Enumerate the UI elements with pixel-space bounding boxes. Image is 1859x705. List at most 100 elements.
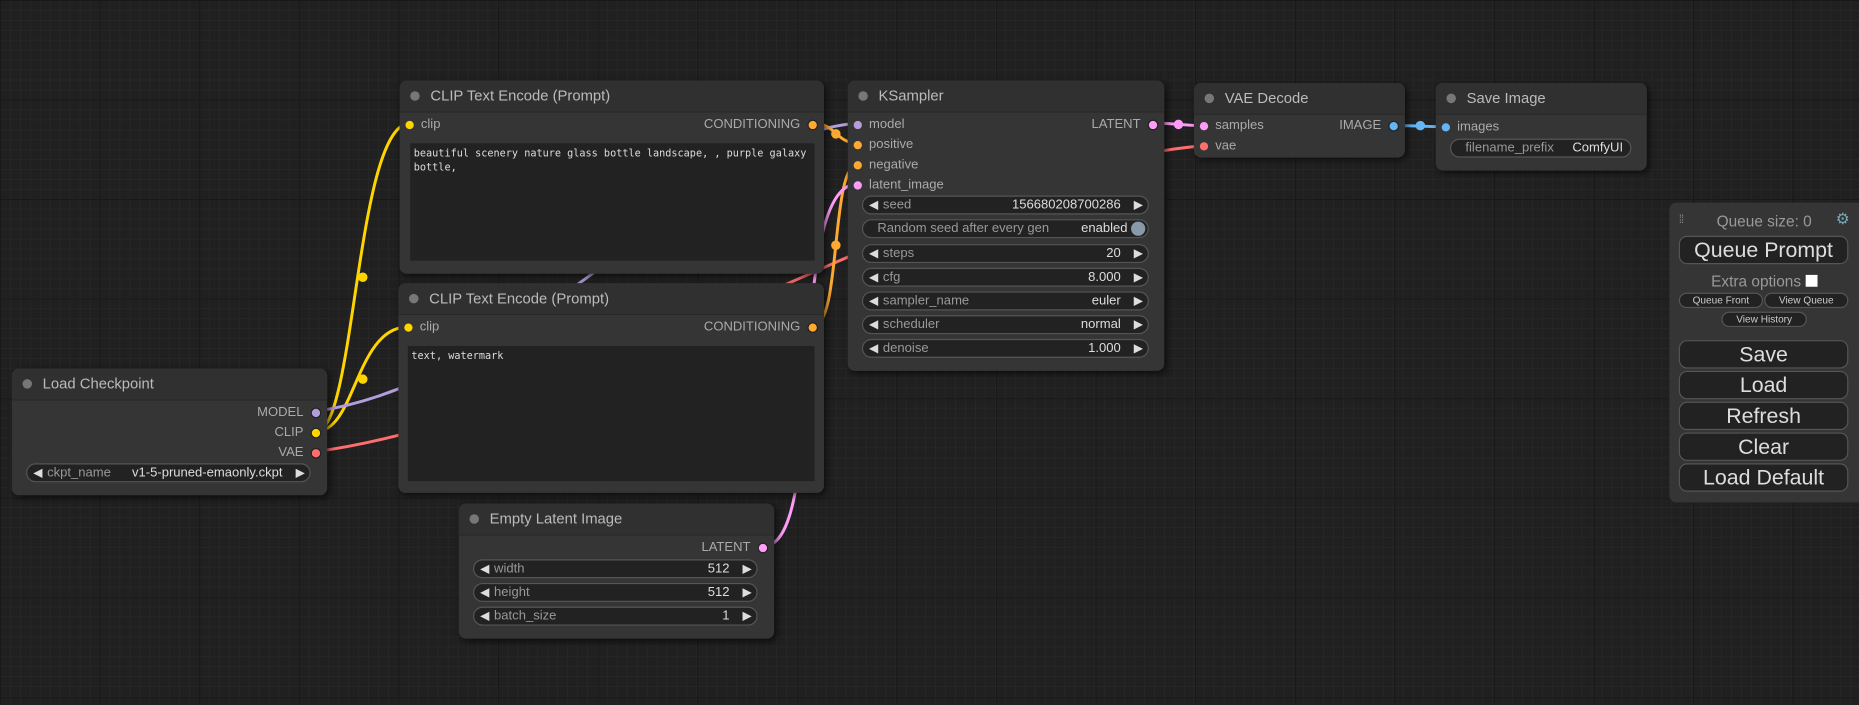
collapse-dot-icon[interactable]: [469, 514, 479, 524]
load-default-button[interactable]: Load Default: [1678, 463, 1849, 492]
seed-widget[interactable]: ◀ seed 156680208700286 ▶: [861, 195, 1149, 215]
slot-label: clip: [419, 319, 440, 335]
collapse-dot-icon[interactable]: [1446, 93, 1456, 104]
decrement-arrow-icon[interactable]: ◀: [480, 562, 490, 576]
conditioning-output-slot[interactable]: CONDITIONING: [703, 318, 819, 337]
decrement-arrow-icon[interactable]: ◀: [869, 341, 879, 355]
node-title: CLIP Text Encode (Prompt): [430, 87, 611, 105]
model-input-slot[interactable]: model: [853, 115, 905, 134]
widget-label: filename_prefix: [1465, 141, 1554, 156]
increment-arrow-icon[interactable]: ▶: [742, 585, 752, 599]
slot-label: clip: [420, 117, 441, 132]
collapse-dot-icon[interactable]: [410, 91, 420, 101]
widget-value: ComfyUI: [1572, 141, 1624, 156]
increment-arrow-icon[interactable]: ▶: [1133, 270, 1143, 284]
random-seed-toggle[interactable]: Random seed after every gen enabled: [861, 219, 1149, 239]
cfg-widget[interactable]: ◀ cfg 8.000 ▶: [861, 267, 1149, 287]
refresh-button[interactable]: Refresh: [1678, 401, 1849, 431]
decrement-arrow-icon[interactable]: ◀: [33, 466, 43, 480]
slot-label: CONDITIONING: [703, 319, 801, 335]
increment-arrow-icon[interactable]: ▶: [1133, 294, 1143, 308]
widget-label: denoise: [882, 341, 929, 356]
gear-icon[interactable]: ⚙: [1835, 209, 1850, 228]
wire-clip-neg: [316, 325, 408, 433]
slot-label: model: [869, 117, 905, 132]
clip-output-slot[interactable]: CLIP: [275, 423, 322, 442]
save-button[interactable]: Save: [1678, 340, 1849, 369]
conditioning-output-slot[interactable]: CONDITIONING: [703, 115, 819, 134]
decrement-arrow-icon[interactable]: ◀: [869, 270, 879, 284]
slot-label: CONDITIONING: [703, 117, 801, 132]
collapse-dot-icon[interactable]: [22, 379, 33, 389]
slot-label: LATENT: [701, 540, 751, 555]
clip-text-encode-positive-node[interactable]: CLIP Text Encode (Prompt) clip CONDITION…: [399, 80, 824, 274]
decrement-arrow-icon[interactable]: ◀: [480, 609, 490, 623]
view-queue-button[interactable]: View Queue: [1764, 292, 1849, 309]
clip-text-encode-negative-node[interactable]: CLIP Text Encode (Prompt) clip CONDITION…: [398, 283, 824, 493]
slot-label: vae: [1215, 138, 1237, 153]
vae-decode-node[interactable]: VAE Decode samples vae IMAGE: [1193, 82, 1405, 158]
filename-prefix-field[interactable]: filename_prefix ComfyUI: [1449, 138, 1632, 158]
increment-arrow-icon[interactable]: ▶: [295, 466, 305, 480]
load-button[interactable]: Load: [1678, 370, 1849, 400]
vae-input-slot[interactable]: vae: [1199, 136, 1237, 155]
vae-output-slot[interactable]: VAE: [278, 443, 322, 462]
toggle-value: enabled: [1081, 221, 1128, 236]
widget-value: 512: [707, 585, 730, 600]
width-widget[interactable]: ◀ width 512 ▶: [473, 559, 758, 579]
slot-label: samples: [1215, 118, 1264, 133]
empty-latent-image-node[interactable]: Empty Latent Image LATENT ◀ width 512 ▶ ◀ he…: [458, 503, 775, 639]
positive-input-slot[interactable]: positive: [853, 135, 913, 154]
sampler-name-combo[interactable]: ◀ sampler_name euler ▶: [861, 291, 1149, 311]
latent-output-slot[interactable]: LATENT: [1092, 115, 1159, 134]
batch-size-widget[interactable]: ◀ batch_size 1 ▶: [473, 606, 758, 626]
images-input-slot[interactable]: images: [1441, 117, 1499, 136]
scheduler-combo[interactable]: ◀ scheduler normal ▶: [861, 315, 1149, 335]
denoise-widget[interactable]: ◀ denoise 1.000 ▶: [861, 338, 1149, 358]
slot-label: IMAGE: [1339, 118, 1382, 133]
latent-image-input-slot[interactable]: latent_image: [853, 175, 944, 194]
drag-handle-icon[interactable]: ⁞⁞: [1678, 213, 1684, 227]
widget-label: scheduler: [882, 317, 940, 332]
queue-prompt-button[interactable]: Queue Prompt: [1678, 235, 1849, 265]
queue-front-button[interactable]: Queue Front: [1678, 292, 1763, 309]
view-history-button[interactable]: View History: [1721, 311, 1807, 328]
height-widget[interactable]: ◀ height 512 ▶: [473, 582, 758, 602]
increment-arrow-icon[interactable]: ▶: [1133, 247, 1143, 261]
increment-arrow-icon[interactable]: ▶: [1133, 318, 1143, 332]
samples-input-slot[interactable]: samples: [1199, 116, 1264, 135]
increment-arrow-icon[interactable]: ▶: [742, 609, 752, 623]
decrement-arrow-icon[interactable]: ◀: [869, 198, 879, 212]
decrement-arrow-icon[interactable]: ◀: [869, 294, 879, 308]
ckpt-name-combo[interactable]: ◀ ckpt_name v1-5-pruned-emaonly.ckpt ▶: [26, 463, 311, 483]
ksampler-node[interactable]: KSampler model positive negative latent_…: [847, 80, 1165, 371]
negative-input-slot[interactable]: negative: [853, 155, 918, 174]
decrement-arrow-icon[interactable]: ◀: [869, 318, 879, 332]
slot-label: VAE: [278, 445, 304, 460]
widget-value: 512: [707, 561, 730, 576]
collapse-dot-icon[interactable]: [409, 293, 419, 304]
widget-value: euler: [1091, 293, 1121, 309]
extra-options-checkbox[interactable]: [1805, 274, 1818, 287]
node-title: Load Checkpoint: [42, 375, 154, 393]
increment-arrow-icon[interactable]: ▶: [1133, 198, 1143, 212]
slot-label: CLIP: [274, 425, 304, 440]
increment-arrow-icon[interactable]: ▶: [1133, 341, 1143, 355]
clear-button[interactable]: Clear: [1678, 432, 1849, 461]
decrement-arrow-icon[interactable]: ◀: [480, 585, 490, 599]
model-output-slot[interactable]: MODEL: [257, 403, 322, 422]
prompt-textarea[interactable]: beautiful scenery nature glass bottle la…: [410, 143, 815, 261]
clip-input-slot[interactable]: clip: [405, 115, 440, 134]
image-output-slot[interactable]: IMAGE: [1339, 116, 1400, 135]
collapse-dot-icon[interactable]: [858, 91, 868, 101]
steps-widget[interactable]: ◀ steps 20 ▶: [861, 244, 1149, 264]
decrement-arrow-icon[interactable]: ◀: [869, 247, 879, 261]
clip-input-slot[interactable]: clip: [404, 318, 439, 337]
increment-arrow-icon[interactable]: ▶: [742, 562, 752, 576]
save-image-node[interactable]: Save Image images filename_prefix ComfyUI: [1435, 82, 1647, 171]
collapse-dot-icon[interactable]: [1204, 93, 1215, 104]
prompt-textarea[interactable]: text, watermark: [407, 345, 815, 482]
load-checkpoint-node[interactable]: Load Checkpoint MODEL CLIP VAE ◀ ckpt_nam…: [11, 368, 328, 496]
latent-output-slot[interactable]: LATENT: [701, 538, 769, 557]
